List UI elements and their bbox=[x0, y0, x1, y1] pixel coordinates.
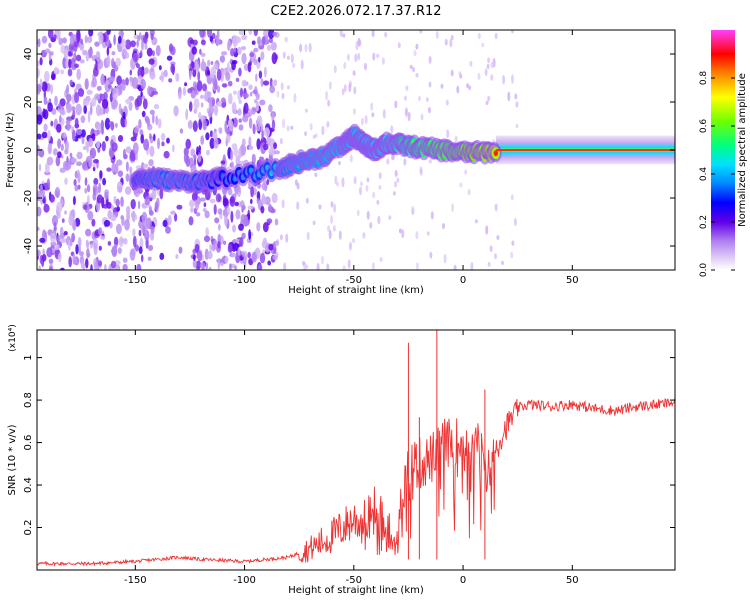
colorbar-tick-label: 0.6 bbox=[699, 119, 709, 134]
y-tick-label: 0.6 bbox=[23, 435, 34, 451]
y-tick-label: -20 bbox=[23, 190, 34, 206]
x-tick-label: 0 bbox=[460, 275, 466, 286]
x-tick-label: -150 bbox=[124, 275, 147, 286]
spectrogram-noise bbox=[37, 30, 519, 270]
colorbar-tick-label: 0.8 bbox=[699, 71, 709, 86]
colorbar-tick-label: 0.2 bbox=[699, 215, 709, 229]
x-tick-label: -100 bbox=[233, 275, 256, 286]
spectrogram-x-ticks: -150 -100 -50 0 50 bbox=[124, 30, 579, 286]
snr-x-ticks: -150 -100 -50 0 50 bbox=[124, 330, 579, 586]
y-tick-label: -40 bbox=[23, 238, 34, 254]
y-tick-label: 0 bbox=[23, 147, 34, 153]
colorbar: 0.0 0.2 0.4 0.6 0.8 Normalized spectral ampl… bbox=[699, 30, 748, 277]
snr-y-ticks: 0.2 0.4 0.6 0.8 1 bbox=[23, 354, 675, 535]
figure-title: C2E2.2026.072.17.37.R12 bbox=[270, 4, 441, 19]
snr-ylabel: SNR (10 * v/v) bbox=[7, 424, 18, 495]
colorbar-tick-label: 0.4 bbox=[699, 167, 709, 182]
snr-scale-label: (x10⁴) bbox=[8, 324, 18, 351]
spectrogram-panel: -150 -100 -50 0 50 -40 -20 0 20 40 Height of str… bbox=[5, 29, 676, 296]
colorbar-ticks: 0.0 0.2 0.4 0.6 0.8 bbox=[699, 71, 735, 278]
spectrogram-xlabel: Height of straight line (km) bbox=[288, 285, 424, 296]
spectrogram-ylabel: Frequency (Hz) bbox=[5, 112, 16, 188]
y-tick-label: 0.4 bbox=[23, 477, 34, 493]
colorbar-tick-label: 0.0 bbox=[699, 263, 709, 278]
y-tick-label: 0.8 bbox=[23, 392, 34, 408]
snr-frame bbox=[36, 329, 676, 571]
x-tick-label: -50 bbox=[346, 575, 362, 586]
x-tick-label: 0 bbox=[460, 575, 466, 586]
snr-panel: -150 -100 -50 0 50 0.2 0.4 0.6 0.8 1 Height of s… bbox=[7, 324, 676, 596]
snr-xlabel: Height of straight line (km) bbox=[288, 585, 424, 596]
y-tick-label: 1 bbox=[23, 354, 34, 360]
spectrogram-y-ticks: -40 -20 0 20 40 bbox=[23, 48, 675, 254]
colorbar-gradient bbox=[711, 30, 735, 270]
x-tick-label: -50 bbox=[346, 275, 362, 286]
y-tick-label: 20 bbox=[23, 96, 34, 109]
snr-line-layer bbox=[37, 330, 675, 567]
spectrogram-ridge bbox=[129, 123, 675, 194]
spectrogram-heat-layer bbox=[37, 30, 675, 270]
colorbar-label: Normalized spectral amplitude bbox=[737, 73, 748, 227]
y-tick-label: 0.2 bbox=[23, 520, 34, 536]
x-tick-label: -150 bbox=[124, 575, 147, 586]
x-tick-label: 50 bbox=[566, 275, 579, 286]
x-tick-label: -100 bbox=[233, 575, 256, 586]
x-tick-label: 50 bbox=[566, 575, 579, 586]
y-tick-label: 40 bbox=[23, 48, 34, 61]
snr-series-line bbox=[37, 396, 675, 567]
